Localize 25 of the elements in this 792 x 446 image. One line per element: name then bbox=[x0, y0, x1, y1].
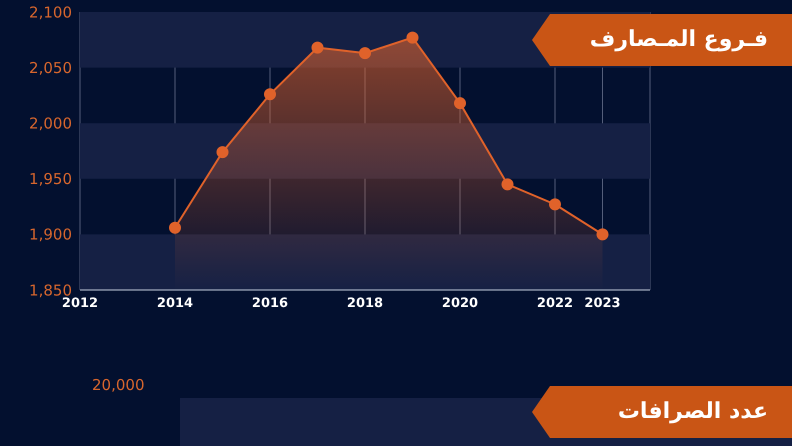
x-tick-label: 2022 bbox=[536, 296, 574, 312]
x-tick-label: 2014 bbox=[156, 296, 194, 312]
point bbox=[502, 178, 514, 190]
y-tick-label: 2,100 bbox=[29, 3, 72, 22]
text: 20,000 bbox=[92, 376, 144, 394]
y-tick-label: 1,950 bbox=[29, 170, 72, 188]
y-tick-label: 1,900 bbox=[29, 226, 72, 244]
point bbox=[169, 222, 181, 234]
point bbox=[264, 88, 276, 100]
point bbox=[216, 146, 228, 158]
point bbox=[549, 198, 561, 210]
x-tick-label: 2023 bbox=[584, 296, 621, 312]
point bbox=[359, 47, 371, 60]
x-tick-label: 2020 bbox=[442, 296, 478, 312]
x-tick-label: 2012 bbox=[62, 296, 98, 312]
text: فـروع المـصارف bbox=[590, 26, 768, 54]
y-tick-label: 2,050 bbox=[29, 58, 72, 77]
x-tick-label: 2016 bbox=[252, 296, 288, 312]
point bbox=[454, 97, 466, 110]
point bbox=[406, 32, 418, 44]
point bbox=[312, 42, 324, 54]
text: عدد الصرافات bbox=[618, 398, 768, 426]
y-tick-label: 2,000 bbox=[29, 114, 72, 133]
x-tick-label: 2018 bbox=[346, 296, 384, 312]
point bbox=[596, 228, 608, 240]
